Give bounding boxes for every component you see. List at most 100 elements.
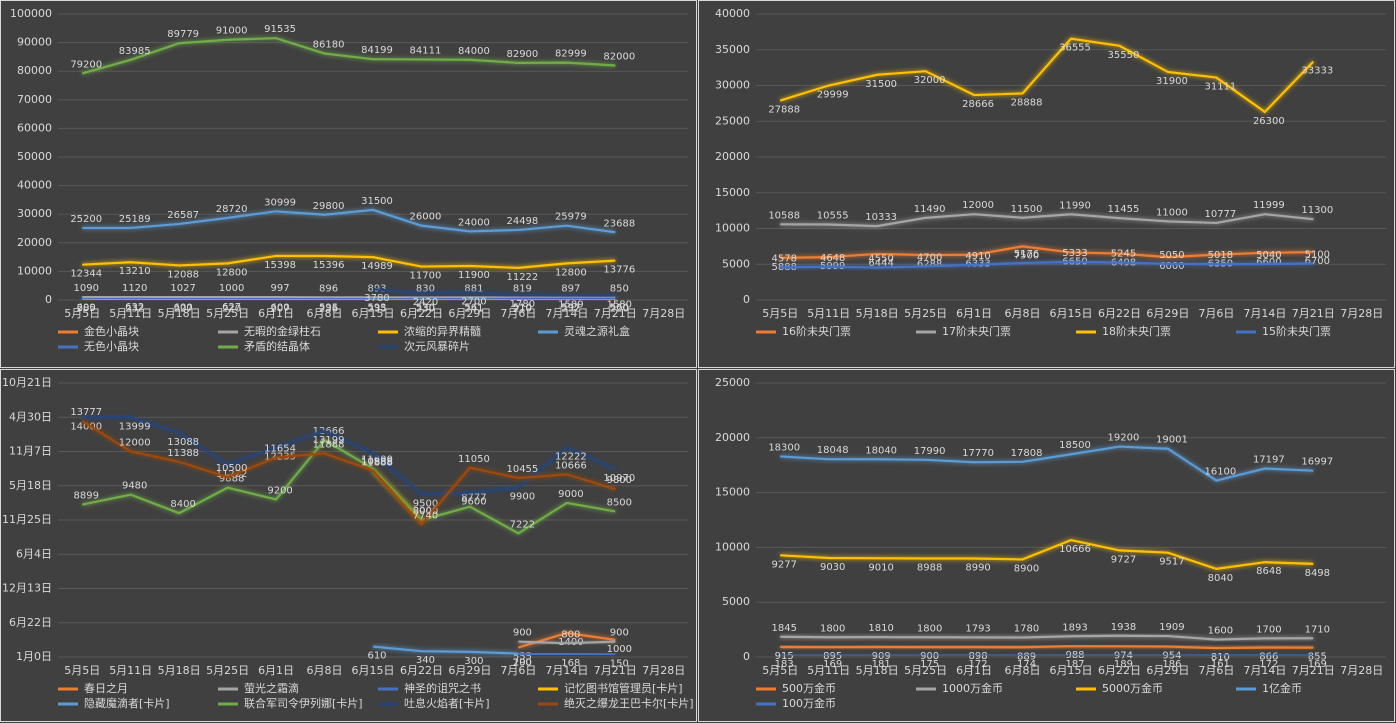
- data-label: 1909: [1159, 622, 1184, 633]
- data-label: 555: [513, 651, 532, 662]
- y-tick-label: 5月18日: [9, 479, 52, 492]
- series-line: [780, 445, 1314, 482]
- series-line: [780, 645, 1314, 650]
- data-label: 909: [872, 651, 891, 662]
- data-label: 5245: [1111, 248, 1136, 259]
- series-line: [81, 37, 616, 75]
- x-tick-label: 5月5日: [762, 307, 798, 320]
- legend-label: 春日之月: [84, 681, 128, 695]
- data-label: 6444: [868, 258, 893, 269]
- data-label: 8777: [461, 493, 486, 504]
- data-label: 9800: [607, 475, 632, 486]
- data-label: 181: [872, 659, 891, 670]
- data-label: 236: [319, 303, 338, 314]
- x-tick-label: 7月28日: [642, 664, 685, 677]
- data-label: 11388: [167, 448, 199, 459]
- data-label: 8400: [170, 499, 195, 510]
- data-label: 210: [513, 303, 532, 314]
- x-tick-label: 6月1日: [956, 664, 992, 677]
- legend-label: 15阶未央门票: [1262, 324, 1331, 338]
- data-label: 1845: [772, 623, 797, 634]
- y-tick-label: 0: [45, 293, 52, 306]
- legend-label: 5000万金币: [1102, 681, 1163, 695]
- data-label: 12800: [555, 267, 587, 278]
- legend-label: 神圣的诅咒之书: [404, 681, 481, 695]
- data-label: 220: [610, 303, 629, 314]
- data-label: 4550: [868, 253, 893, 264]
- data-label: 10333: [865, 212, 897, 223]
- y-tick-label: 11月25日: [2, 513, 52, 526]
- panel: [698, 0, 1395, 368]
- data-label: 11900: [458, 270, 490, 281]
- data-label: 897: [561, 283, 580, 294]
- y-tick-label: 35000: [715, 43, 750, 56]
- data-label: 595: [319, 302, 338, 313]
- data-label: 10588: [768, 210, 800, 221]
- legend-label: 联合军司令伊列娜[卡片]: [244, 696, 363, 710]
- x-tick-label: 5月25日: [206, 307, 249, 320]
- data-label: 18048: [817, 445, 849, 456]
- data-label: 9010: [868, 562, 893, 573]
- data-label: 1700: [1256, 624, 1281, 635]
- data-label: 172: [969, 659, 988, 670]
- data-label: 230: [416, 303, 435, 314]
- data-label: 10666: [555, 460, 587, 471]
- data-label: 1800: [820, 623, 845, 634]
- x-tick-label: 6月8日: [307, 664, 343, 677]
- data-label: 232: [125, 303, 144, 314]
- series-line: [780, 245, 1314, 260]
- data-label: 26000: [410, 212, 442, 223]
- data-label: 190: [513, 658, 532, 669]
- data-label: 89779: [167, 29, 199, 40]
- data-label: 850: [610, 284, 629, 295]
- y-tick-label: 60000: [17, 121, 52, 134]
- data-label: 285: [77, 303, 96, 314]
- series-line: [780, 213, 1314, 228]
- data-label: 9030: [820, 562, 845, 573]
- data-label: 8498: [1305, 568, 1330, 579]
- data-label: 12800: [216, 267, 248, 278]
- legend-label: 次元风暴碎片: [404, 339, 470, 353]
- data-label: 84199: [361, 45, 393, 56]
- data-label: 6288: [917, 259, 942, 270]
- data-label: 896: [319, 283, 338, 294]
- data-label: 597: [561, 302, 580, 313]
- data-label: 17990: [914, 446, 946, 457]
- x-tick-label: 6月29日: [448, 664, 491, 677]
- data-label: 13199: [313, 435, 345, 446]
- x-tick-label: 7月21日: [594, 307, 637, 320]
- data-label: 86180: [313, 40, 345, 51]
- data-label: 1780: [510, 299, 535, 310]
- data-label: 168: [561, 658, 580, 669]
- series-line: [518, 640, 616, 645]
- data-label: 26300: [1253, 116, 1285, 127]
- data-label: 898: [969, 651, 988, 662]
- y-tick-label: 6月4日: [16, 547, 52, 560]
- data-label: 800: [561, 629, 580, 640]
- data-label: 169: [823, 659, 842, 670]
- data-label: 1938: [1111, 622, 1136, 633]
- x-tick-label: 5月18日: [158, 307, 201, 320]
- data-label: 9480: [122, 481, 147, 492]
- data-label: 12000: [962, 200, 994, 211]
- data-label: 9277: [772, 559, 797, 570]
- data-label: 600: [271, 302, 290, 313]
- y-tick-label: 80000: [17, 64, 52, 77]
- x-tick-label: 7月21日: [1292, 307, 1335, 320]
- panel: [698, 369, 1395, 722]
- x-tick-label: 6月22日: [400, 664, 443, 677]
- data-label: 187: [1065, 659, 1084, 670]
- data-label: 11222: [216, 469, 248, 480]
- data-label: 12666: [313, 426, 345, 437]
- data-label: 560: [610, 302, 629, 313]
- x-tick-label: 6月1日: [258, 307, 294, 320]
- y-tick-label: 100000: [10, 7, 52, 20]
- x-tick-label: 6月29日: [448, 307, 491, 320]
- data-label: 18500: [1059, 440, 1091, 451]
- y-tick-label: 4月30日: [9, 410, 52, 423]
- data-label: 6600: [1256, 257, 1281, 268]
- data-label: 19200: [1108, 433, 1140, 444]
- data-label: 11000: [361, 455, 393, 466]
- data-label: 530: [416, 302, 435, 313]
